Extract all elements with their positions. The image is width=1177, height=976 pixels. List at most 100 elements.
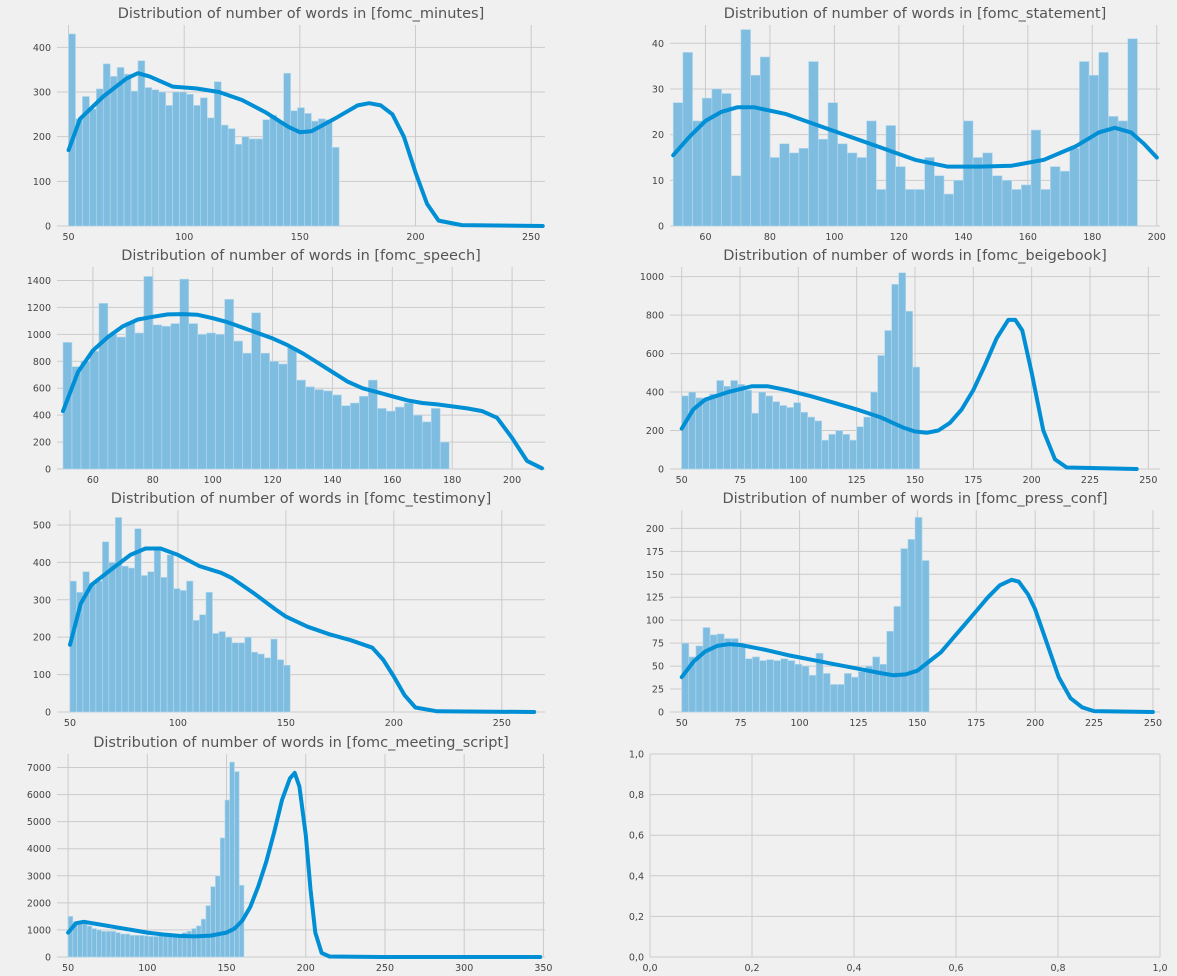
histogram-bar [262,119,271,227]
histogram-bar [162,935,169,958]
kde-line [66,71,545,228]
histogram-bar [231,642,239,713]
x-tick-label: 50 [62,963,74,974]
histogram-bar [200,97,208,227]
histogram-bar [257,653,265,713]
histogram-bar [147,571,155,713]
histogram-bar [744,389,752,470]
x-tick-label: 150 [277,718,295,729]
x-tick-label: 1,0 [1152,963,1167,974]
x-tick-label: 250 [1139,475,1157,486]
x-tick-label: 200 [406,232,424,243]
histogram-bar [814,420,822,470]
histogram-bar [982,152,993,227]
histogram-bar [270,638,278,713]
histogram-bar [421,421,432,470]
histogram-bar [199,614,207,713]
histogram-bar [143,935,150,958]
x-tick-label: 100 [138,963,156,974]
y-tick-label: 1,0 [629,750,644,761]
kde-line [66,770,543,959]
histogram-bar [161,325,172,470]
y-tick-label: 400 [33,43,51,54]
histogram-bar [170,323,181,470]
histogram-bar [934,175,945,227]
histogram-bar [80,360,91,470]
histogram-bar [158,91,167,227]
y-tick-label: 400 [33,411,51,422]
histogram-bar [110,930,116,958]
y-tick-label: 6000 [27,790,51,801]
x-tick-label: 50 [63,232,75,243]
histogram-bar [350,402,360,470]
histogram-bar [318,118,326,227]
histogram-bar [891,284,899,470]
histogram-bar [856,426,864,470]
histogram-bar [702,627,711,713]
histogram-bar [914,189,925,227]
histogram-bar [206,332,216,470]
y-tick-label: 0 [658,222,664,233]
x-tick-label: 225 [1081,475,1099,486]
x-tick-label: 150 [908,718,926,729]
histogram-bar [278,363,288,470]
histogram-bar [109,76,118,227]
histogram-bar [794,663,803,713]
histogram-bar [829,684,838,713]
histogram-bar [759,56,771,227]
x-tick-label: 75 [735,718,747,729]
y-tick-label: 30 [652,84,664,95]
subplot-title: Distribution of number of words in [fomc… [118,6,485,22]
histogram-bar [439,441,450,470]
x-tick-label: 140 [323,475,341,486]
y-tick-label: 0 [658,465,664,476]
histogram-bar [130,90,139,227]
y-tick-label: 20 [652,130,664,141]
histogram-bar [276,659,285,713]
histogram-bar [160,577,168,713]
histogram-bar [866,120,877,227]
histogram-bar [234,143,243,227]
x-tick-label: 60 [699,232,711,243]
histogram-bar [225,636,233,713]
histogram-bar [227,128,236,227]
histogram-bar [197,334,207,470]
histogram-bar [953,180,964,227]
histogram-bar [808,61,819,227]
x-tick-label: 75 [734,475,746,486]
histogram-bar [907,539,916,713]
histogram-bar [283,72,291,227]
x-tick-label: 0,8 [1050,963,1065,974]
histogram-bar [924,157,935,227]
x-tick-label: 140 [954,232,972,243]
x-tick-label: 200 [385,718,403,729]
x-tick-label: 0,4 [846,963,861,974]
histogram-bar [877,355,885,470]
histogram-bar [210,886,216,958]
histogram-bar [921,560,930,713]
y-tick-label: 0 [45,708,51,719]
y-tick-label: 0 [658,708,664,719]
y-tick-label: 200 [33,633,51,644]
histogram-bar [172,935,178,958]
y-tick-label: 1400 [27,276,51,287]
y-tick-label: 800 [33,357,51,368]
histogram-bar [283,664,291,713]
histogram-bar [75,118,83,227]
y-tick-label: 300 [33,595,51,606]
y-tick-label: 125 [646,593,664,604]
x-tick-label: 100 [790,718,808,729]
kde-line [679,317,1139,471]
histogram-bar [115,517,123,713]
histogram-bar [143,276,154,470]
x-tick-label: 200 [297,963,315,974]
histogram-bar [787,660,796,713]
y-tick-label: 75 [652,639,664,650]
histogram-bar [134,935,140,958]
histogram-bar [139,935,145,958]
histogram-bar [205,905,211,958]
histogram-bar [102,541,110,713]
y-tick-label: 3000 [27,871,51,882]
y-tick-label: 50 [652,662,664,673]
